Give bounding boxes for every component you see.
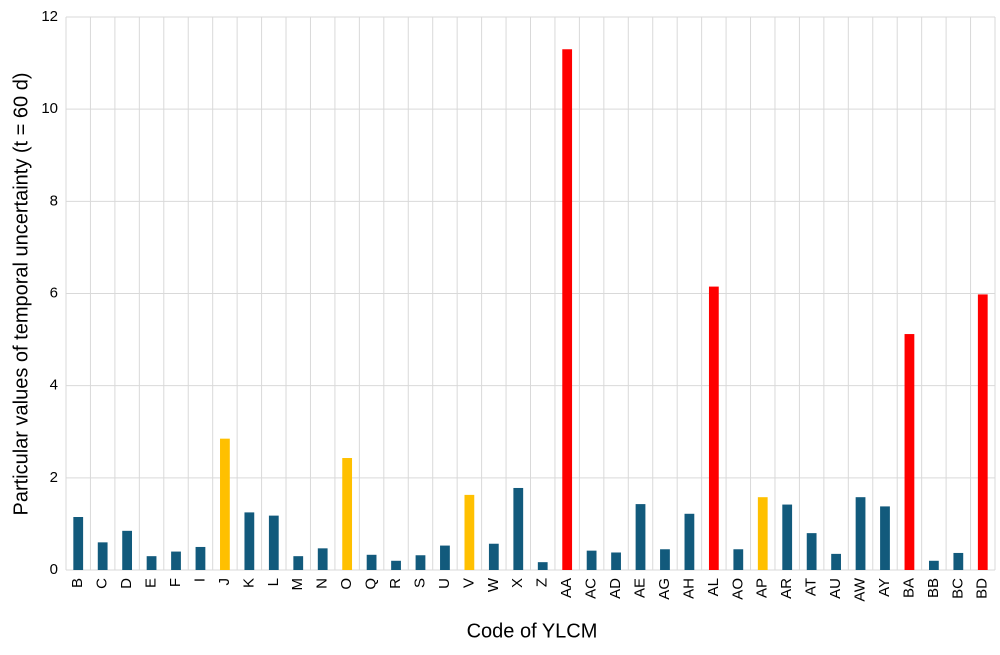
bar [464, 494, 475, 570]
bar [880, 506, 890, 570]
x-tick-label: O [338, 578, 355, 590]
x-tick-label: Z [534, 578, 551, 587]
x-tick-label: AR [778, 578, 795, 599]
x-tick-label: AL [705, 578, 722, 596]
bar [122, 530, 133, 570]
x-tick-label: AA [558, 578, 575, 598]
y-tick-label: 2 [50, 469, 58, 486]
x-tick-label: J [216, 578, 233, 586]
x-tick-label: X [509, 578, 526, 588]
x-tick-label: M [289, 578, 306, 591]
bar [73, 517, 84, 570]
x-tick-label: N [314, 578, 331, 589]
bar [708, 286, 719, 570]
x-tick-label: K [240, 578, 257, 588]
x-tick-label: BA [900, 578, 917, 598]
x-tick-label: AT [803, 578, 820, 596]
bar [757, 497, 768, 570]
bar [855, 497, 866, 570]
bar [733, 549, 744, 570]
x-tick-label: E [143, 578, 160, 588]
bar [220, 438, 230, 570]
bar [268, 515, 279, 570]
y-tick-label: 10 [41, 100, 58, 117]
x-tick-label: D [118, 578, 135, 589]
bar [635, 504, 646, 570]
y-axis-title: Particular values of temporal uncertaint… [10, 73, 32, 516]
bar [513, 487, 524, 570]
bar [146, 556, 157, 570]
bar [97, 542, 108, 570]
x-tick-label: AD [607, 578, 624, 599]
bar [171, 551, 181, 570]
x-tick-label: AP [754, 578, 771, 598]
x-tick-label: F [167, 578, 184, 587]
x-tick-label: AE [631, 578, 648, 598]
bar [488, 543, 499, 570]
bar [415, 555, 426, 570]
bar [195, 546, 206, 570]
x-tick-label: AO [729, 578, 746, 600]
y-tick-label: 4 [50, 377, 58, 394]
bar [317, 548, 328, 570]
x-axis-title: Code of YLCM [467, 620, 598, 642]
bar [904, 334, 915, 570]
bar [953, 552, 964, 570]
x-tick-label: BD [974, 578, 991, 599]
bar [366, 554, 377, 570]
x-tick-label: B [69, 578, 86, 588]
x-tick-label: BB [925, 578, 942, 598]
bar [684, 513, 695, 570]
x-tick-label: BC [949, 578, 966, 599]
bar [342, 458, 353, 570]
y-tick-label: 6 [50, 284, 58, 301]
bar [562, 49, 573, 570]
bar [293, 556, 304, 570]
bar [611, 552, 621, 570]
y-tick-label: 0 [50, 561, 58, 578]
x-tick-label: AH [680, 578, 697, 599]
x-tick-label: I [191, 578, 208, 582]
bar [806, 533, 817, 570]
x-tick-label: C [94, 578, 111, 589]
bar [831, 553, 841, 570]
x-tick-label: R [387, 578, 404, 589]
bar [537, 562, 548, 570]
x-tick-label: W [485, 577, 502, 592]
x-tick-label: AG [656, 578, 673, 600]
y-tick-label: 12 [41, 8, 58, 25]
bar [244, 512, 255, 570]
x-tick-label: AY [876, 578, 893, 597]
x-tick-label: AW [852, 577, 869, 601]
bar [440, 545, 450, 570]
bar [977, 294, 988, 570]
x-tick-label: V [460, 578, 477, 588]
y-tick-label: 8 [50, 192, 58, 209]
x-tick-label: AC [583, 578, 600, 599]
x-tick-label: Q [363, 578, 380, 590]
x-tick-label: L [265, 578, 282, 586]
bar [928, 560, 939, 570]
x-tick-label: AU [827, 578, 844, 599]
bar [391, 560, 401, 570]
x-tick-label: S [411, 578, 428, 588]
bar [660, 549, 670, 570]
bar [586, 550, 597, 570]
x-tick-label: U [436, 578, 453, 589]
bar [782, 504, 793, 570]
